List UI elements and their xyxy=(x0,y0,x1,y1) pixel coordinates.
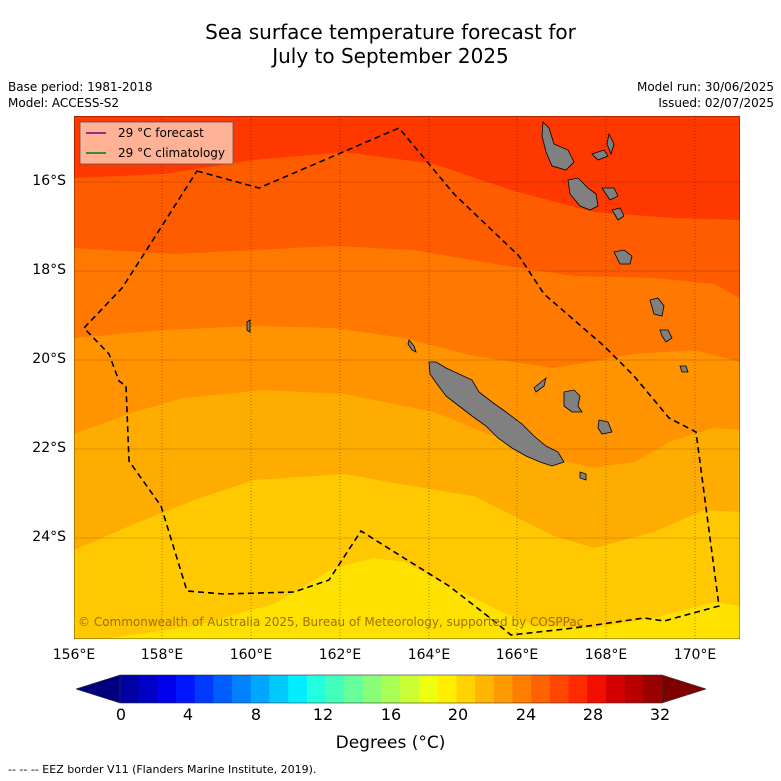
land xyxy=(246,121,689,481)
maewo-island xyxy=(591,149,609,161)
colorbar-cell xyxy=(325,675,345,703)
colorbar-tick-16: 16 xyxy=(380,705,402,724)
lon-tick-164e: 164°E xyxy=(407,647,451,663)
colorbar-cell xyxy=(456,675,476,703)
lat-tick-24s: 24°S xyxy=(32,529,66,545)
lat-tick-22s: 22°S xyxy=(32,440,66,456)
colorbar-cell xyxy=(400,675,420,703)
colorbar-tick-12: 12 xyxy=(312,705,334,724)
colorbar-cell xyxy=(549,675,569,703)
eez-border xyxy=(82,127,720,636)
colorbar-cell xyxy=(587,675,607,703)
colorbar-cell xyxy=(512,675,532,703)
colorbar-cell xyxy=(176,675,196,703)
colorbar-cell xyxy=(643,675,663,703)
epi-island xyxy=(611,207,625,221)
isle-of-pines xyxy=(579,471,587,481)
pentecost-island xyxy=(606,132,615,156)
colorbar-tick-8: 8 xyxy=(250,705,262,724)
colorbar-cell xyxy=(344,675,364,703)
colorbar xyxy=(76,674,706,704)
colorbar-cell xyxy=(362,675,382,703)
colorbar-cell xyxy=(531,675,551,703)
eez-footnote: -- -- -- EEZ border V11 (Flanders Marine… xyxy=(8,763,317,776)
colorbar-cell xyxy=(419,675,439,703)
model-run: Model run: 30/06/2025 xyxy=(636,80,774,94)
lon-tick-168e: 168°E xyxy=(584,647,628,663)
issued-date: Issued: 02/07/2025 xyxy=(658,96,774,110)
title-line-1: Sea surface temperature forecast for xyxy=(205,20,576,44)
lon-tick-166e: 166°E xyxy=(495,647,539,663)
colorbar-tick-24: 24 xyxy=(515,705,537,724)
ambrym-island xyxy=(601,187,619,201)
band-22-23 xyxy=(104,558,740,639)
lat-tick-16s: 16°S xyxy=(32,173,66,189)
legend-box xyxy=(79,121,234,165)
new-caledonia xyxy=(428,361,565,467)
colorbar-cell xyxy=(605,675,625,703)
sst-map: 29 °C forecast 29 °C climatology © Commo… xyxy=(74,116,740,639)
colorbar-cell xyxy=(288,675,308,703)
colorbar-cells xyxy=(76,674,706,704)
legend-climatology-label: 29 °C climatology xyxy=(118,146,225,160)
colorbar-tick-28: 28 xyxy=(582,705,604,724)
colorbar-cell xyxy=(157,675,177,703)
colorbar-tick-32: 32 xyxy=(649,705,671,724)
legend: 29 °C forecast 29 °C climatology xyxy=(79,121,234,165)
colorbar-cell xyxy=(624,675,644,703)
lifou-island xyxy=(563,389,583,413)
colorbar-cell xyxy=(194,675,214,703)
colorbar-tick-20: 20 xyxy=(447,705,469,724)
mare-island xyxy=(597,419,613,435)
title-line-2: July to September 2025 xyxy=(272,44,509,68)
colorbar-cell xyxy=(475,675,495,703)
graticule xyxy=(74,116,740,639)
legend-forecast-label: 29 °C forecast xyxy=(118,126,204,140)
colorbar-cell xyxy=(306,675,326,703)
lon-tick-170e: 170°E xyxy=(673,647,717,663)
colorbar-cell xyxy=(138,675,158,703)
colorbar-cell xyxy=(213,675,233,703)
colorbar-cell xyxy=(269,675,289,703)
espiritu-santo xyxy=(541,121,575,171)
band-23-24 xyxy=(74,474,740,639)
colorbar-label: Degrees (°C) xyxy=(335,733,446,753)
lat-tick-20s: 20°S xyxy=(32,351,66,367)
colorbar-cell xyxy=(250,675,270,703)
colorbar-cell xyxy=(120,675,139,703)
islet-belep xyxy=(407,339,417,353)
lon-tick-158e: 158°E xyxy=(140,647,184,663)
colorbar-extend-high xyxy=(661,674,706,704)
colorbar-cell xyxy=(232,675,252,703)
colorbar-cell xyxy=(568,675,588,703)
erromango-island xyxy=(649,297,665,317)
efate-island xyxy=(613,249,633,265)
colorbar-extend-low xyxy=(76,674,121,704)
model-name: Model: ACCESS-S2 xyxy=(8,96,120,110)
lon-tick-156e: 156°E xyxy=(52,647,96,663)
chesterfield-islet xyxy=(246,319,251,333)
colorbar-outline xyxy=(119,674,663,704)
copyright-notice: © Commonwealth of Australia 2025, Bureau… xyxy=(78,615,583,629)
base-period: Base period: 1981-2018 xyxy=(8,80,153,94)
ouvea-island xyxy=(533,376,547,393)
aneityum-island xyxy=(679,365,689,373)
lon-tick-160e: 160°E xyxy=(229,647,273,663)
lat-tick-18s: 18°S xyxy=(32,262,66,278)
lon-tick-162e: 162°E xyxy=(318,647,362,663)
malakula-island xyxy=(567,177,599,211)
colorbar-cell xyxy=(381,675,401,703)
colorbar-cell xyxy=(437,675,457,703)
colorbar-cell xyxy=(493,675,513,703)
tanna-island xyxy=(659,329,673,343)
colorbar-tick-0: 0 xyxy=(115,705,127,724)
colorbar-tick-4: 4 xyxy=(182,705,194,724)
